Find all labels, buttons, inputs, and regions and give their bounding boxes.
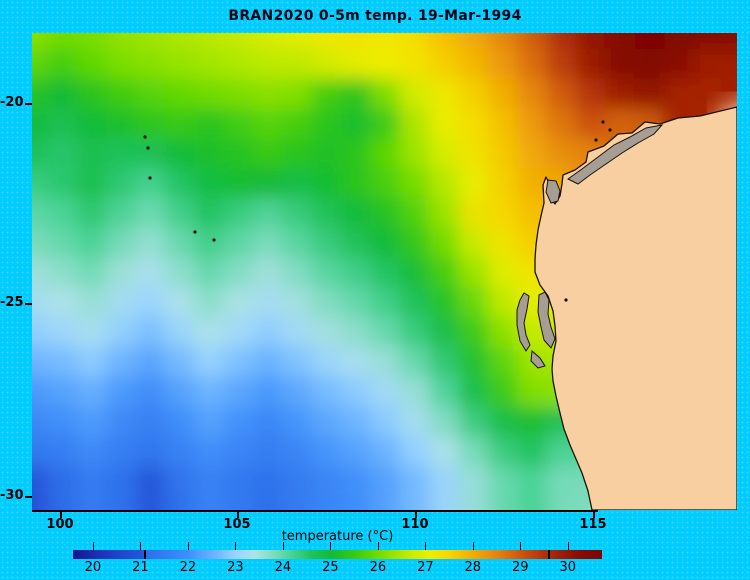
y-axis-tick-label: -20: [0, 95, 24, 110]
x-axis-tick: [593, 512, 595, 518]
colorbar-tick-label: 29: [512, 560, 529, 575]
colorbar-range-marker: [547, 550, 550, 559]
y-axis-tick-label: -25: [0, 295, 24, 310]
x-axis-tick: [60, 512, 62, 518]
colorbar-tick-label: 25: [322, 560, 339, 575]
chart-title: BRAN2020 0-5m temp. 19-Mar-1994: [228, 8, 522, 24]
colorbar-tick: [425, 542, 427, 550]
sst-map: [32, 33, 737, 510]
colorbar-tick-label: 27: [417, 560, 434, 575]
y-axis-tick: [25, 496, 32, 498]
colorbar-tick-label: 24: [274, 560, 292, 575]
y-axis-tick: [25, 103, 32, 105]
colorbar-tick: [520, 542, 522, 550]
land-australia: [534, 106, 737, 510]
colorbar-tick-label: 23: [227, 560, 244, 575]
colorbar-tick: [235, 542, 237, 550]
colorbar-tick-label: 21: [132, 560, 149, 575]
colorbar-tick: [140, 542, 142, 550]
x-axis-tick-label: 105: [223, 517, 251, 532]
x-axis-tick: [415, 512, 417, 518]
colorbar-tick: [282, 542, 284, 550]
y-axis-tick: [25, 303, 32, 305]
x-axis-tick: [237, 512, 239, 518]
colorbar-label: temperature (°C): [281, 529, 394, 544]
colorbar-tick-label: 20: [84, 560, 102, 575]
x-axis-tick-label: 115: [579, 517, 607, 532]
x-axis-tick-label: 110: [401, 517, 429, 532]
colorbar-tick: [472, 542, 474, 550]
island-dots: [143, 120, 612, 302]
colorbar-tick: [92, 542, 94, 550]
sst-field: [32, 33, 737, 510]
shallow-bay-patches: [516, 124, 664, 369]
colorbar-tick: [377, 542, 379, 550]
colorbar: [73, 550, 602, 559]
colorbar-tick-label: 22: [179, 560, 197, 575]
colorbar-tick-label: 30: [559, 560, 577, 575]
colorbar-tick-label: 28: [464, 560, 482, 575]
colorbar-tick: [567, 542, 569, 550]
y-axis-tick-label: -30: [0, 488, 24, 503]
colorbar-tick: [330, 542, 332, 550]
colorbar-tick-label: 26: [369, 560, 387, 575]
colorbar-tick: [187, 542, 189, 550]
colorbar-range-marker: [144, 550, 147, 559]
x-axis-line: [32, 510, 598, 512]
x-axis-tick-label: 100: [46, 517, 74, 532]
